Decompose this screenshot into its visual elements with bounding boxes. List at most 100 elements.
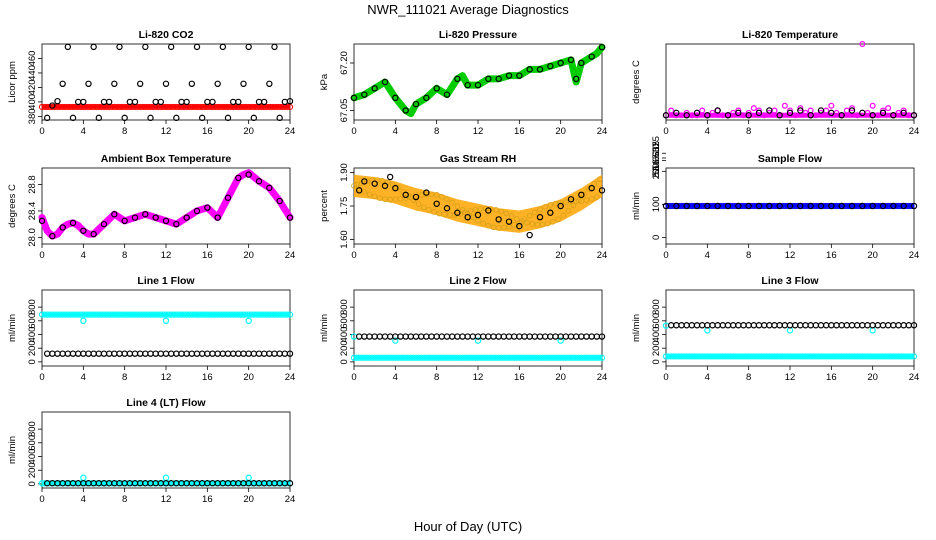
series-point (229, 350, 237, 357)
series-point (859, 109, 866, 117)
series-point (284, 103, 291, 111)
x-tick-label: 8 (122, 126, 127, 137)
series-point (578, 333, 585, 340)
series-point (224, 350, 232, 357)
series-point (147, 350, 154, 357)
chart-panel: Sample Flow 0 4 8 12 16 20 24 0 100 200 ml/min (631, 153, 919, 261)
series-point (266, 80, 273, 88)
series-point (69, 350, 77, 357)
x-tick-label: 8 (434, 372, 439, 383)
series-point (286, 214, 294, 221)
series-point (693, 109, 701, 117)
series-point (714, 322, 721, 329)
series-point (428, 333, 435, 340)
y-axis-label: ml/min (631, 314, 642, 342)
y-tick-label: 380 (27, 108, 38, 124)
series-point (366, 191, 373, 198)
series-point (121, 114, 128, 122)
series-point (807, 202, 814, 210)
series-point (895, 322, 902, 329)
x-tick-label: 0 (663, 126, 668, 137)
series-point (516, 222, 523, 230)
series-point (501, 224, 507, 231)
series-point (905, 322, 913, 329)
x-tick-label: 0 (39, 372, 44, 383)
series-point (80, 317, 87, 325)
series-point (807, 322, 814, 329)
series-point (381, 182, 389, 190)
series-point (69, 219, 77, 227)
series-point (420, 204, 427, 211)
y-axis-label: ml/min (7, 314, 18, 342)
series-point (152, 214, 159, 221)
series-point (157, 350, 165, 357)
x-tick-label: 8 (122, 494, 127, 505)
x-tick-label: 12 (473, 250, 484, 261)
series-point (735, 322, 742, 329)
series-point (167, 43, 175, 51)
series-point (131, 350, 139, 357)
series-point (392, 337, 399, 344)
series-point (209, 98, 216, 106)
x-tick-label: 20 (867, 126, 878, 137)
series-point (126, 350, 134, 357)
series-point (817, 322, 825, 329)
x-tick-label: 0 (39, 494, 44, 505)
series-point (381, 333, 389, 340)
series-point (791, 322, 799, 329)
series-point (433, 192, 440, 198)
series-point (673, 322, 680, 329)
series-point (890, 112, 897, 119)
series-point (797, 107, 804, 114)
series-point (464, 213, 471, 221)
series-point (157, 98, 165, 106)
x-tick-label: 8 (434, 250, 439, 261)
series-point (709, 322, 716, 329)
series-point (560, 212, 567, 219)
series-point (485, 333, 492, 340)
series-point (74, 98, 82, 106)
series-point (910, 112, 918, 119)
x-tick-label: 24 (597, 250, 608, 261)
series-point (493, 207, 499, 213)
y-tick-label: 0 (27, 359, 38, 364)
y-tick-label: 400 (339, 327, 350, 343)
y-tick-label: 67.20 (339, 51, 350, 75)
series-point (544, 220, 551, 227)
panel-title: Line 2 Flow (449, 275, 507, 287)
series-point (381, 78, 389, 86)
series-point (485, 75, 492, 83)
series-point (392, 94, 399, 102)
x-tick-label: 12 (473, 372, 484, 383)
series-point (271, 43, 278, 51)
y-tick-label: 420 (27, 79, 38, 95)
series-point (745, 322, 752, 329)
y-tick-label: 0 (651, 359, 662, 364)
series-point (786, 327, 794, 334)
x-tick-label: 24 (909, 126, 920, 137)
series-point (193, 207, 201, 215)
x-tick-label: 20 (555, 126, 566, 137)
series-point (219, 43, 227, 51)
series-point (771, 322, 778, 329)
series-point (284, 311, 291, 318)
series-point (131, 214, 139, 221)
series-point (578, 59, 585, 67)
series-point (49, 232, 56, 240)
panel-title: Ambient Box Temperature (101, 153, 232, 165)
series-point (485, 207, 492, 214)
series-point (735, 109, 742, 117)
y-axis-label: ml/min (7, 436, 18, 464)
x-tick-label: 8 (746, 372, 751, 383)
series-point (173, 220, 180, 228)
series-point (350, 94, 358, 102)
series-point (516, 72, 523, 79)
series-point (364, 178, 370, 185)
series-point (547, 62, 554, 70)
series-point (281, 350, 289, 357)
series-point (536, 333, 544, 340)
series-point (673, 109, 680, 117)
series-point (869, 102, 876, 109)
series-point (121, 217, 128, 225)
